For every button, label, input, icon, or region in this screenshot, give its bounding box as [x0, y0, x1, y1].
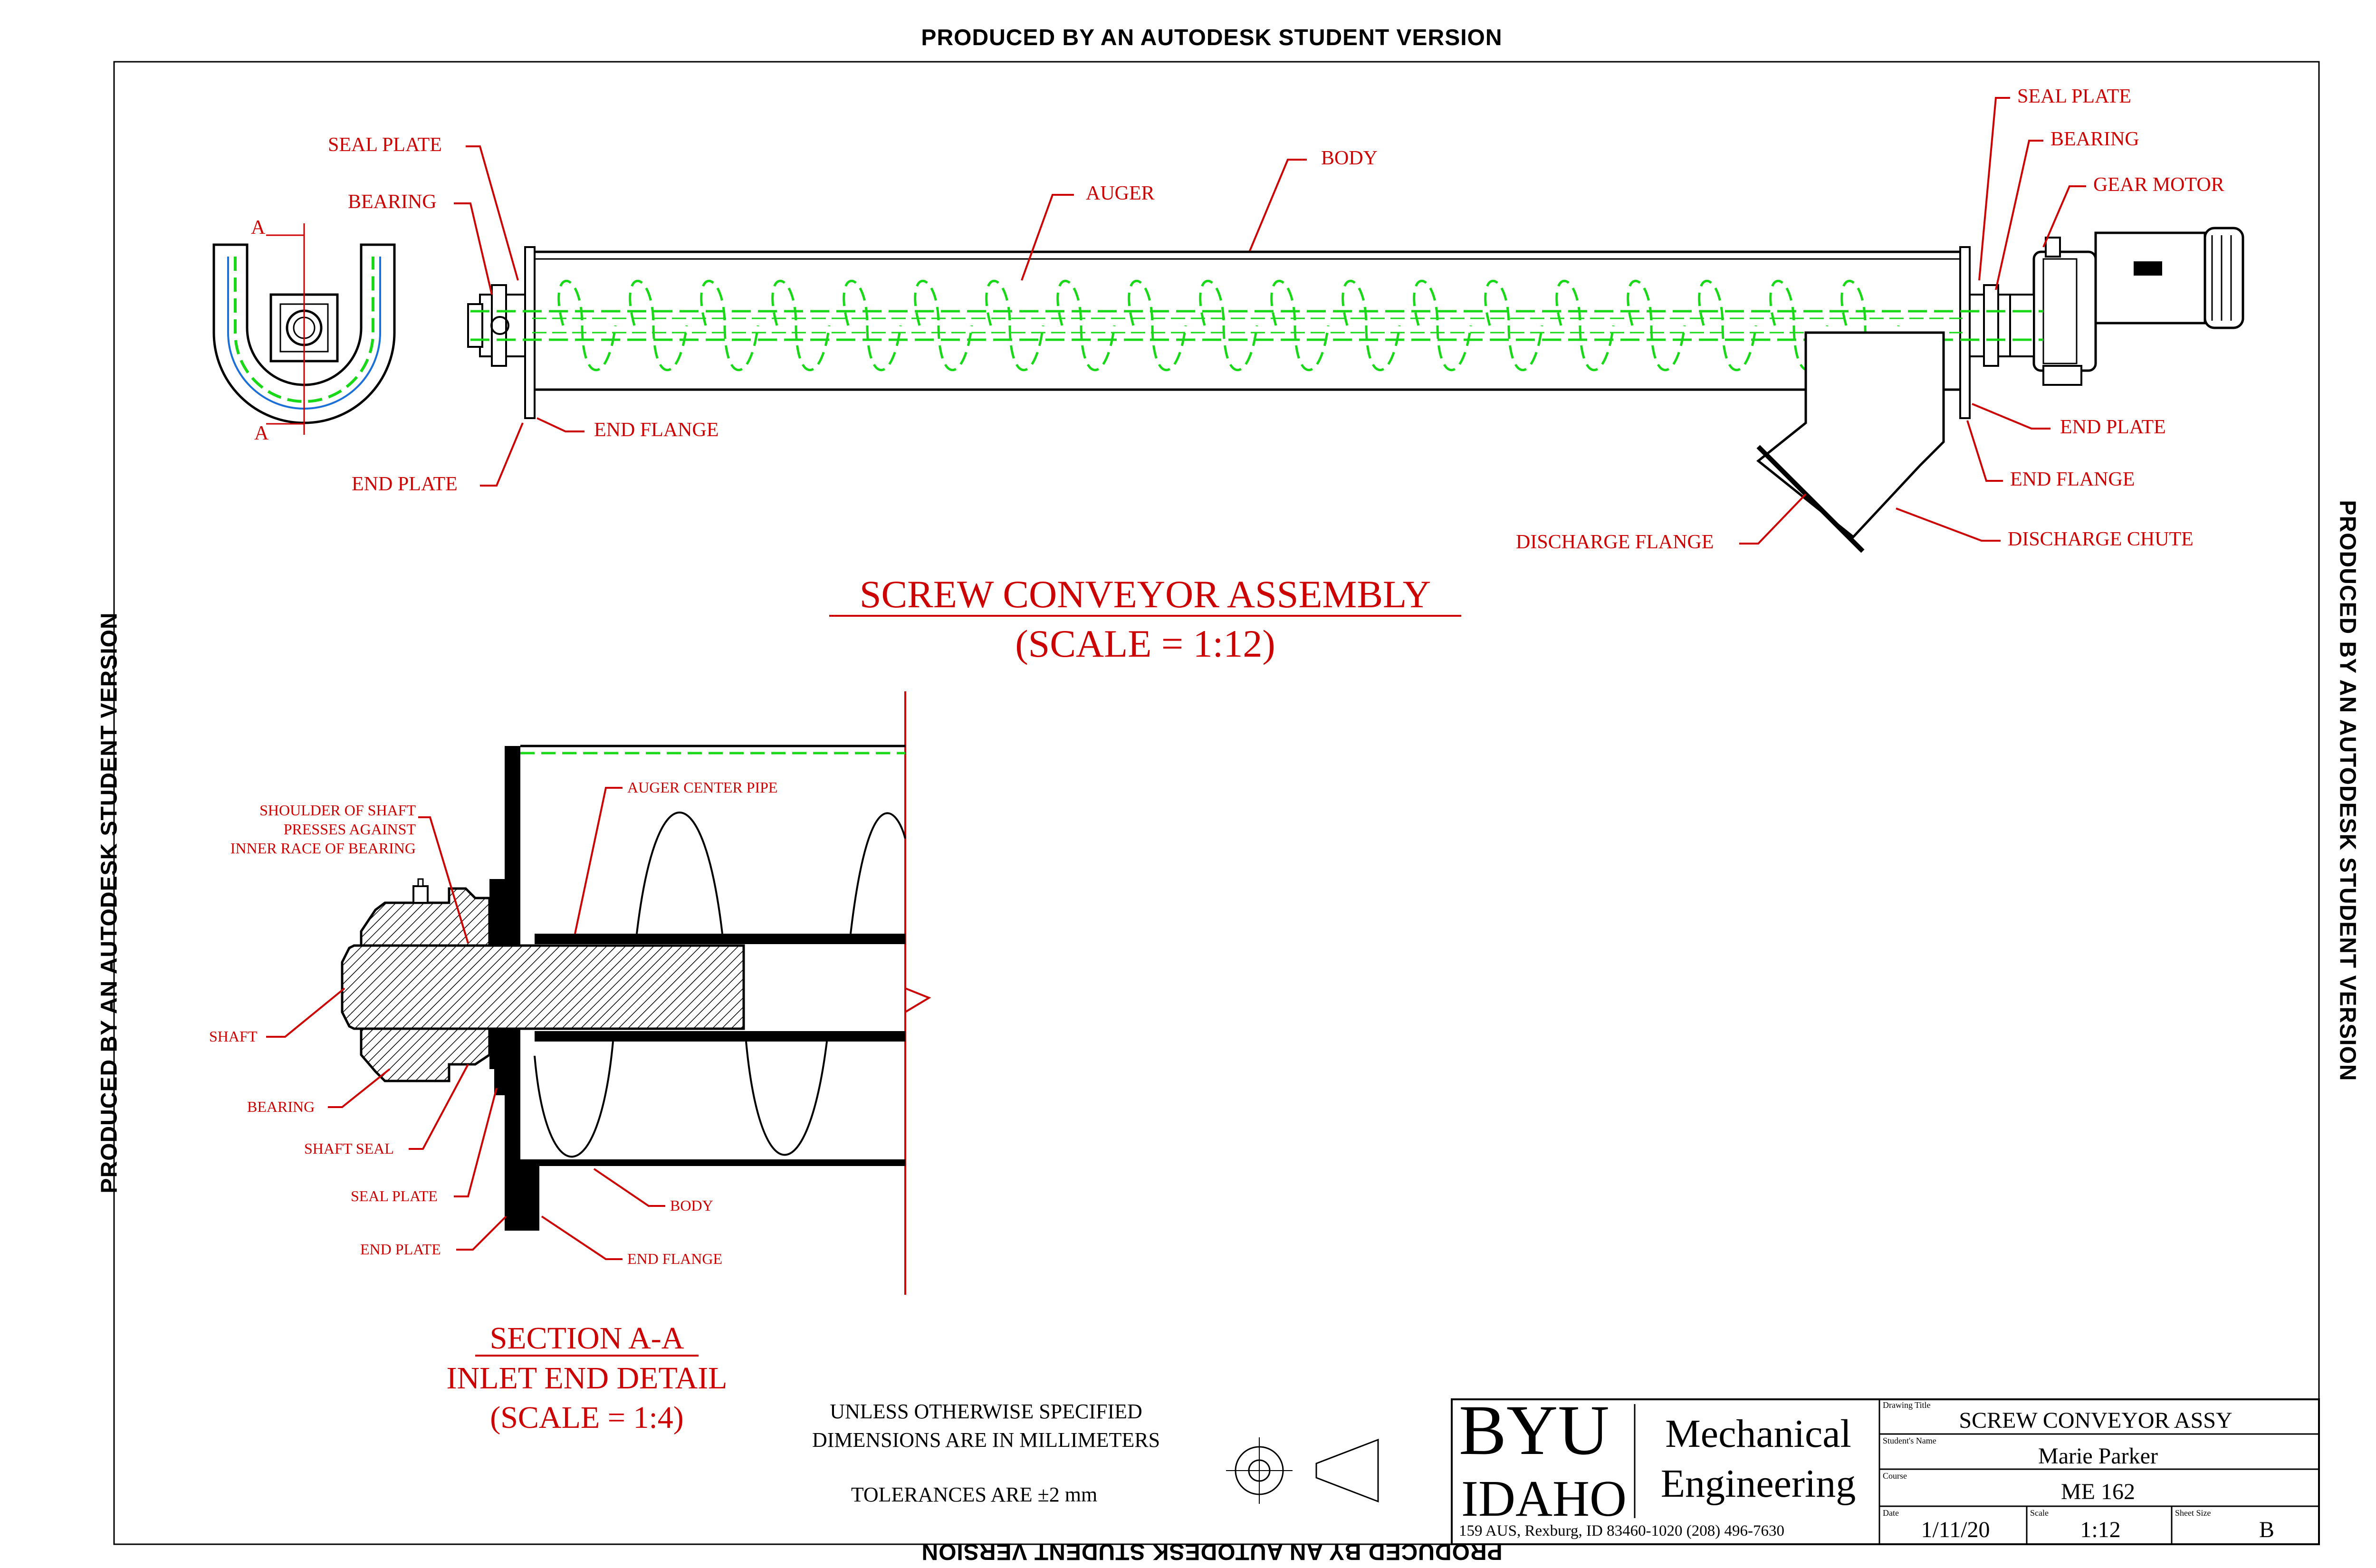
label-auger: AUGER: [1086, 182, 1155, 204]
label-bearing-right: BEARING: [2050, 128, 2139, 150]
label-discharge-chute: DISCHARGE CHUTE: [2008, 528, 2194, 550]
label-end-flange-left: END FLANGE: [594, 419, 719, 441]
end-view: A A: [212, 217, 396, 444]
auger: [470, 280, 2043, 372]
label-bearing: BEARING: [247, 1098, 315, 1115]
sheet-border: [113, 61, 2320, 1545]
byu-logo: BYU: [1459, 1391, 1610, 1470]
label-body: BODY: [1321, 147, 1378, 169]
label-student: Student's Name: [1883, 1436, 1936, 1445]
label-discharge-flange: DISCHARGE FLANGE: [1516, 531, 1714, 553]
idaho-logo: IDAHO: [1461, 1471, 1627, 1527]
label-end-flange-right: END FLANGE: [2010, 468, 2135, 490]
section-view: SHOULDER OF SHAFT PRESSES AGAINST INNER …: [209, 691, 931, 1435]
label-end-plate: END PLATE: [360, 1241, 441, 1258]
section-shaft: [341, 944, 745, 1030]
general-notes: UNLESS OTHERWISE SPECIFIED DIMENSIONS AR…: [812, 1400, 1160, 1506]
label-course: Course: [1883, 1471, 1907, 1481]
label-shoulder-3: INNER RACE OF BEARING: [230, 840, 416, 857]
note-tolerance: TOLERANCES ARE ±2 mm: [851, 1483, 1097, 1506]
watermark-top: PRODUCED BY AN AUTODESK STUDENT VERSION: [921, 25, 1503, 50]
section-mark-a-bottom: A: [254, 422, 269, 444]
label-scale: Scale: [2030, 1508, 2049, 1518]
label-auger-center-pipe: AUGER CENTER PIPE: [627, 779, 777, 796]
projection-symbol: [1226, 1437, 1379, 1504]
course: ME 162: [2061, 1479, 2135, 1504]
note-line-1: UNLESS OTHERWISE SPECIFIED: [830, 1400, 1142, 1423]
scale: 1:12: [2080, 1517, 2120, 1542]
section-shaft-seal: [494, 1038, 505, 1095]
label-end-plate-left: END PLATE: [352, 473, 458, 495]
label-shoulder-2: PRESSES AGAINST: [284, 821, 416, 838]
label-bearing-left: BEARING: [348, 191, 437, 213]
dept-line-1: Mechanical: [1665, 1412, 1851, 1456]
label-gear-motor: GEAR MOTOR: [2093, 174, 2224, 196]
conveyor-body: [531, 250, 1964, 391]
label-seal-plate: SEAL PLATE: [351, 1187, 438, 1205]
label-sheet-size: Sheet Size: [2175, 1508, 2211, 1518]
gear-motor: [2009, 227, 2244, 386]
date: 1/11/20: [1921, 1517, 1990, 1542]
label-drawing-title: Drawing Title: [1883, 1400, 1931, 1410]
assembly-title: SCREW CONVEYOR ASSEMBLY: [860, 573, 1431, 616]
section-mark-a-top: A: [251, 217, 266, 239]
address: 159 AUS, Rexburg, ID 83460-1020 (208) 49…: [1459, 1522, 1784, 1539]
label-shoulder-1: SHOULDER OF SHAFT: [259, 802, 416, 819]
label-seal-plate-right: SEAL PLATE: [2017, 86, 2131, 107]
section-subtitle: INLET END DETAIL: [446, 1361, 727, 1396]
assembly-scale: (SCALE = 1:12): [1015, 622, 1275, 665]
student-name: Marie Parker: [2038, 1444, 2158, 1469]
section-scale: (SCALE = 1:4): [490, 1400, 684, 1435]
label-shaft-seal: SHAFT SEAL: [304, 1140, 394, 1157]
drawing-title: SCREW CONVEYOR ASSY: [1959, 1408, 2232, 1433]
dept-line-2: Engineering: [1661, 1462, 1856, 1506]
section-end-flange: [520, 1159, 539, 1231]
section-title: SECTION A-A: [490, 1321, 684, 1356]
label-end-plate-right: END PLATE: [2060, 416, 2166, 438]
discharge-chute: [1756, 331, 1945, 553]
label-shaft: SHAFT: [209, 1028, 258, 1045]
label-end-flange-section: END FLANGE: [627, 1250, 722, 1267]
title-block: BYU IDAHO Mechanical Engineering 159 AUS…: [1451, 1391, 2320, 1545]
label-date: Date: [1883, 1508, 1899, 1518]
label-seal-plate-left: SEAL PLATE: [328, 134, 442, 156]
note-line-2: DIMENSIONS ARE IN MILLIMETERS: [812, 1428, 1160, 1452]
assembly-view: A A SEAL PLATE BEARING AUGER BODY END FL…: [212, 86, 2244, 665]
sheet-size: B: [2259, 1517, 2274, 1542]
discharge-flange: [1756, 445, 1865, 553]
label-body-section: BODY: [670, 1197, 713, 1214]
